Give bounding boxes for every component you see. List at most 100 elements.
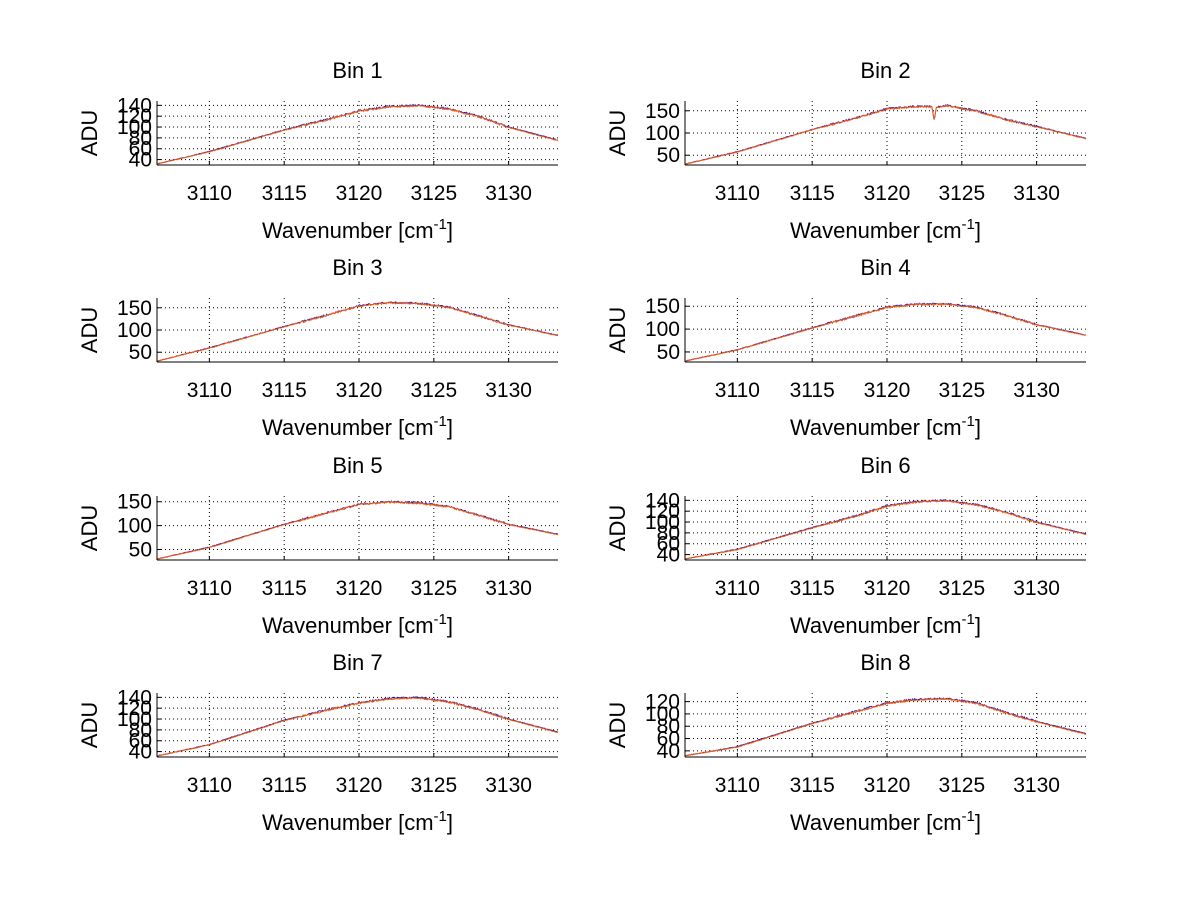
x-tick-label: 3120 [864, 774, 911, 797]
y-tick-label: 80 [129, 719, 152, 742]
x-tick-label: 3130 [1013, 577, 1060, 600]
x-axis-label: Wavenumber [cm-1] [790, 413, 981, 440]
y-tick-label: 50 [657, 341, 680, 364]
y-axis-label: ADU [77, 307, 102, 353]
series-line-2 [684, 697, 1087, 757]
y-tick-label: 40 [657, 740, 680, 763]
x-axis-label-main: Wavenumber [cm [790, 218, 962, 243]
x-axis-label-main: Wavenumber [cm [790, 415, 962, 440]
x-tick-label: 3130 [1013, 379, 1060, 402]
x-tick-label: 3115 [262, 379, 307, 402]
y-tick-label: 100 [645, 703, 680, 726]
x-axis-label: Wavenumber [cm-1] [262, 413, 453, 440]
y-tick-label: 100 [117, 116, 152, 139]
y-tick-label: 140 [117, 94, 152, 117]
x-axis-label-end: ] [975, 810, 981, 835]
series-line-2 [156, 696, 559, 757]
y-tick-label: 50 [129, 538, 152, 561]
x-tick-label: 3115 [262, 577, 307, 600]
x-axis-label: Wavenumber [cm-1] [790, 216, 981, 243]
y-tick-label: 120 [645, 691, 680, 714]
x-axis-label-superscript: -1 [962, 413, 975, 430]
subplot-title: Bin 6 [860, 453, 910, 478]
x-tick-label: 3120 [864, 182, 911, 205]
y-tick-label: 50 [129, 341, 152, 364]
x-tick-label: 3120 [336, 774, 383, 797]
y-tick-label: 100 [117, 515, 152, 538]
x-axis-label-main: Wavenumber [cm [790, 810, 962, 835]
series-line-2 [156, 500, 559, 560]
subplot-title: Bin 1 [332, 58, 382, 83]
y-tick-label: 100 [117, 319, 152, 342]
x-axis-label: Wavenumber [cm-1] [790, 808, 981, 835]
x-axis-label-end: ] [447, 218, 453, 243]
x-axis-label-superscript: -1 [962, 611, 975, 628]
series-line-2 [156, 104, 559, 165]
x-axis-label: Wavenumber [cm-1] [262, 808, 453, 835]
y-axis-label: ADU [605, 505, 630, 551]
x-tick-label: 3110 [715, 577, 760, 600]
subplot-title: Bin 3 [332, 255, 382, 280]
x-axis-label-end: ] [975, 218, 981, 243]
x-tick-label: 3130 [1013, 182, 1060, 205]
x-tick-label: 3115 [790, 182, 835, 205]
x-axis-label-main: Wavenumber [cm [262, 613, 434, 638]
y-tick-label: 60 [657, 728, 680, 751]
x-axis-label-end: ] [447, 613, 453, 638]
y-tick-label: 120 [117, 697, 152, 720]
y-tick-label: 60 [657, 533, 680, 556]
y-tick-label: 50 [657, 144, 680, 167]
x-axis-label: Wavenumber [cm-1] [790, 611, 981, 638]
series-line-2 [156, 301, 559, 362]
y-tick-label: 150 [117, 297, 152, 320]
subplot-title: Bin 7 [332, 650, 382, 675]
x-tick-label: 3110 [187, 379, 232, 402]
x-tick-label: 3120 [864, 577, 911, 600]
x-tick-label: 3115 [790, 774, 835, 797]
x-axis-label-superscript: -1 [962, 808, 975, 825]
y-tick-label: 120 [645, 500, 680, 523]
y-tick-label: 120 [117, 105, 152, 128]
x-axis-label-superscript: -1 [434, 611, 447, 628]
y-tick-label: 140 [645, 489, 680, 512]
y-tick-label: 100 [117, 708, 152, 731]
subplot-bin-7: Bin 7 3110 3115 3120 3125 3130 406080100120140… [77, 650, 559, 835]
x-tick-label: 3125 [410, 774, 457, 797]
x-tick-label: 3115 [790, 577, 835, 600]
x-axis-label-superscript: -1 [434, 413, 447, 430]
x-tick-label: 3110 [187, 182, 232, 205]
subplot-title: Bin 5 [332, 453, 382, 478]
y-axis-label: ADU [77, 505, 102, 551]
series-line-2 [684, 104, 1087, 165]
y-tick-label: 40 [657, 544, 680, 567]
x-axis-label-main: Wavenumber [cm [262, 415, 434, 440]
x-tick-label: 3130 [485, 379, 532, 402]
x-axis-label: Wavenumber [cm-1] [262, 611, 453, 638]
y-tick-label: 40 [129, 741, 152, 764]
x-tick-label: 3110 [715, 182, 760, 205]
subplot-title: Bin 4 [860, 255, 910, 280]
subplot-title: Bin 8 [860, 650, 910, 675]
y-tick-label: 150 [645, 295, 680, 318]
x-tick-label: 3125 [410, 577, 457, 600]
x-axis-label: Wavenumber [cm-1] [262, 216, 453, 243]
x-axis-label-superscript: -1 [434, 808, 447, 825]
x-tick-label: 3110 [187, 577, 232, 600]
subplot-bin-1: Bin 1 3110 3115 3120 3125 3130 406080100120140… [77, 58, 559, 243]
x-tick-label: 3115 [262, 774, 307, 797]
y-axis-label: ADU [605, 307, 630, 353]
x-tick-label: 3130 [485, 774, 532, 797]
x-axis-label-end: ] [447, 415, 453, 440]
x-axis-label-end: ] [447, 810, 453, 835]
subplot-title: Bin 2 [860, 58, 910, 83]
x-tick-label: 3110 [715, 774, 760, 797]
y-tick-label: 150 [645, 100, 680, 123]
y-tick-label: 40 [129, 149, 152, 172]
x-axis-label-end: ] [975, 415, 981, 440]
y-tick-label: 80 [129, 127, 152, 150]
